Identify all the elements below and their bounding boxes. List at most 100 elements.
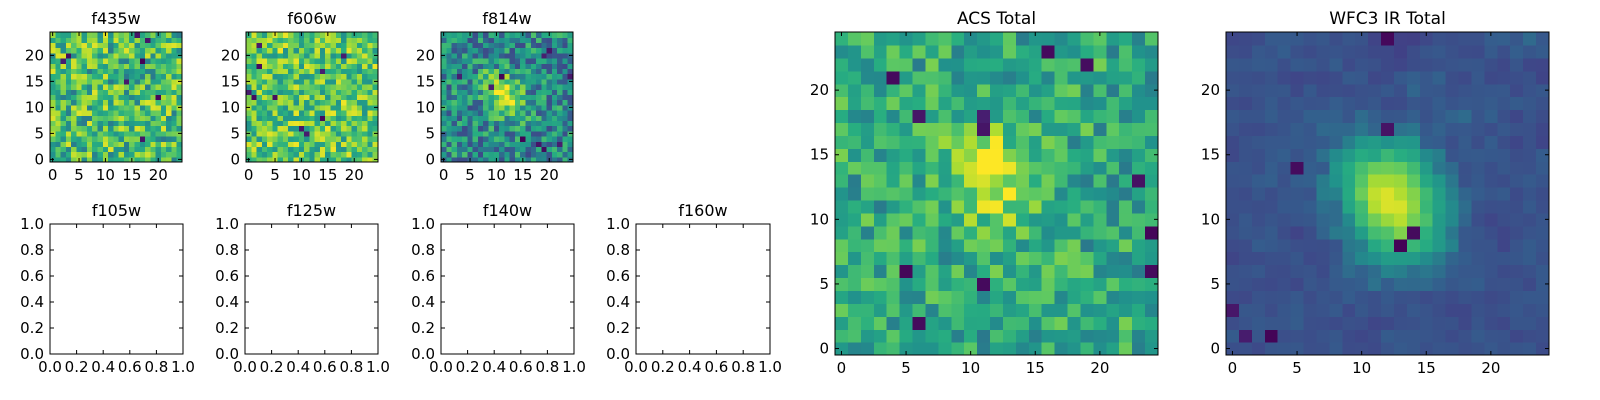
heatmap-cell [514,141,521,147]
heatmap-cell [97,73,104,80]
heatmap-cell [977,148,991,162]
heatmap-cell [551,84,558,90]
heatmap-cell [1238,83,1253,98]
heatmap-cell [71,47,77,54]
heatmap-cell [362,156,369,163]
heatmap-cell [1432,135,1447,149]
x-tick-label: 15 [513,166,532,184]
heatmap-cell [309,104,316,111]
heatmap-cell [314,58,321,64]
heatmap-cell [1002,57,1017,72]
heatmap-cell [1536,109,1550,124]
heatmap-cell [60,73,67,80]
heatmap-cell [1093,316,1107,330]
heatmap-cell [1067,187,1082,201]
heatmap-cell [341,58,347,64]
heatmap-cell [1316,329,1330,343]
x-tick-label: 5 [74,166,84,184]
heatmap-cell [123,125,130,132]
heatmap-cell [246,125,252,132]
heatmap-cell [925,122,939,136]
heatmap-cell [282,125,289,132]
heatmap-cell [92,63,99,69]
x-tick-label: 10 [961,359,980,377]
heatmap-cell [1471,225,1485,240]
heatmap-cell [1290,329,1305,343]
heatmap-cell [1290,83,1305,98]
heatmap-cell [267,73,273,80]
heatmap-cell [256,141,263,147]
heatmap-cell [990,96,1004,111]
heatmap-cell [251,78,258,85]
heatmap-cell [288,156,295,163]
heatmap-cell [847,290,862,304]
heatmap-cells [441,32,574,163]
heatmap-cell [60,78,67,85]
heatmap-cell [562,141,569,147]
heatmap-cell [150,141,157,147]
heatmap-cell [504,136,511,142]
heatmap-cell [477,78,484,85]
heatmap-cell [150,115,157,121]
heatmap-cell [1028,238,1043,253]
heatmap-cell [282,89,289,95]
heatmap-cell [977,329,991,343]
heatmap-cell [1238,174,1253,188]
heatmap-cell [372,63,379,69]
heatmap-cell [166,78,173,85]
heatmap-cell [309,42,316,49]
heatmap-cell [1067,290,1082,304]
heatmap-cell [1264,264,1279,279]
heatmap-cell [504,47,511,54]
heatmap-cell [150,47,157,54]
heatmap-cell [488,130,495,137]
heatmap-cell [873,148,888,162]
heatmap-cell [525,115,532,121]
heatmap-cell [1041,57,1056,72]
heatmap-cell [1510,32,1524,46]
heatmap-cell [520,89,527,95]
heatmap-cell [456,115,463,121]
heatmap-cell [356,94,363,101]
heatmap-cell [325,73,332,80]
heatmap-cell [256,42,263,49]
heatmap-cell [108,78,114,85]
heatmap-cell [309,115,316,121]
heatmap-cell [267,63,273,69]
heatmap-cell [150,104,157,111]
heatmap-cell [1028,225,1043,240]
heatmap-cell [446,136,453,142]
heatmap-cell [1329,96,1343,111]
heatmap-cell [536,47,542,54]
heatmap-cell [145,52,151,59]
heatmap-cell [1238,96,1253,111]
heatmap-cell [1484,238,1498,253]
heatmap-cell [541,115,548,121]
heatmap-cell [71,125,77,132]
heatmap-cell [335,32,342,38]
heatmap-cell [899,70,914,85]
heatmap-cell [261,136,268,142]
heatmap-cell [1329,277,1343,291]
heatmap-cell [1536,135,1550,149]
heatmap-cell [456,84,463,90]
heatmap-cell [1368,251,1382,266]
heatmap-cell [1290,161,1305,175]
heatmap-cell [1368,122,1382,136]
heatmap-cell [446,68,453,75]
heatmap-cell [60,125,67,132]
heatmap-cell [288,99,295,106]
heatmap-cell [1406,342,1421,356]
heatmap-cell [166,156,173,163]
heatmap-cell [456,156,463,163]
heatmap-cell [314,73,321,80]
heatmap-cell [514,47,521,54]
heatmap-cell [113,130,120,137]
heatmap-cell [150,130,157,137]
y-tick-label: 15 [25,72,44,90]
heatmap-cell [520,73,527,80]
heatmap-cell [1080,303,1094,317]
heatmap-cell [1329,303,1343,317]
heatmap-cell [1264,316,1279,330]
heatmap-cell [356,125,363,132]
